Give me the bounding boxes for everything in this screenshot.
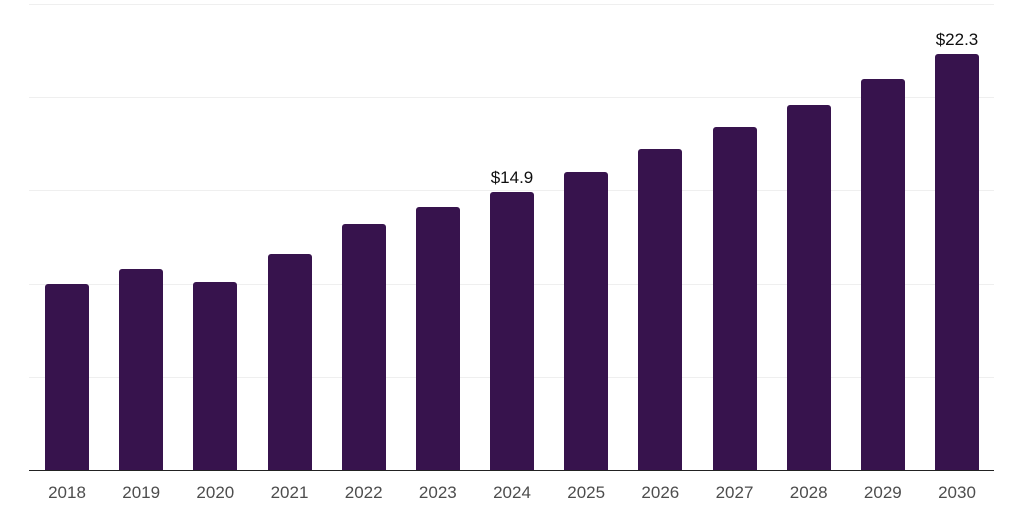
gridline [29, 4, 994, 5]
x-tick-label: 2022 [344, 483, 383, 502]
data-label-2024: $14.9 [490, 168, 534, 188]
bar-2026 [638, 149, 683, 470]
x-tick-label: 2028 [789, 483, 828, 502]
x-tick-label: 2018 [48, 483, 86, 502]
gridline [29, 97, 994, 99]
x-tick-label: 2029 [863, 483, 902, 502]
bar-2018 [45, 283, 89, 470]
bar-2027 [712, 127, 757, 470]
x-tick-label: 2030 [938, 483, 976, 502]
x-tick-label: 2024 [493, 483, 531, 502]
bar-2024 [490, 192, 534, 470]
bar-2028 [786, 104, 831, 470]
bar-2025 [564, 171, 609, 470]
bar-2029 [860, 78, 905, 470]
plot-area: $14.9 $22.3 [29, 4, 994, 471]
x-tick-label: 2023 [418, 483, 457, 502]
x-tick-label: 2027 [715, 483, 754, 502]
x-tick-label: 2020 [196, 483, 235, 502]
x-tick-label: 2019 [122, 483, 161, 502]
bar-2021 [267, 253, 312, 470]
x-tick-label: 2021 [270, 483, 309, 502]
bar-2020 [193, 281, 238, 470]
x-tick-label: 2026 [641, 483, 680, 502]
x-tick-label: 2025 [567, 483, 606, 502]
data-label-2030: $22.3 [935, 30, 979, 50]
x-axis-line [29, 469, 994, 471]
gridline [29, 190, 994, 192]
bar-2022 [341, 223, 386, 470]
bar-2030 [935, 54, 979, 470]
bar-2019 [119, 268, 164, 470]
x-axis-labels: 2018 2019 2020 2021 2022 2023 2024 2025 2026 2027… [29, 483, 994, 507]
bar-2023 [415, 207, 460, 470]
